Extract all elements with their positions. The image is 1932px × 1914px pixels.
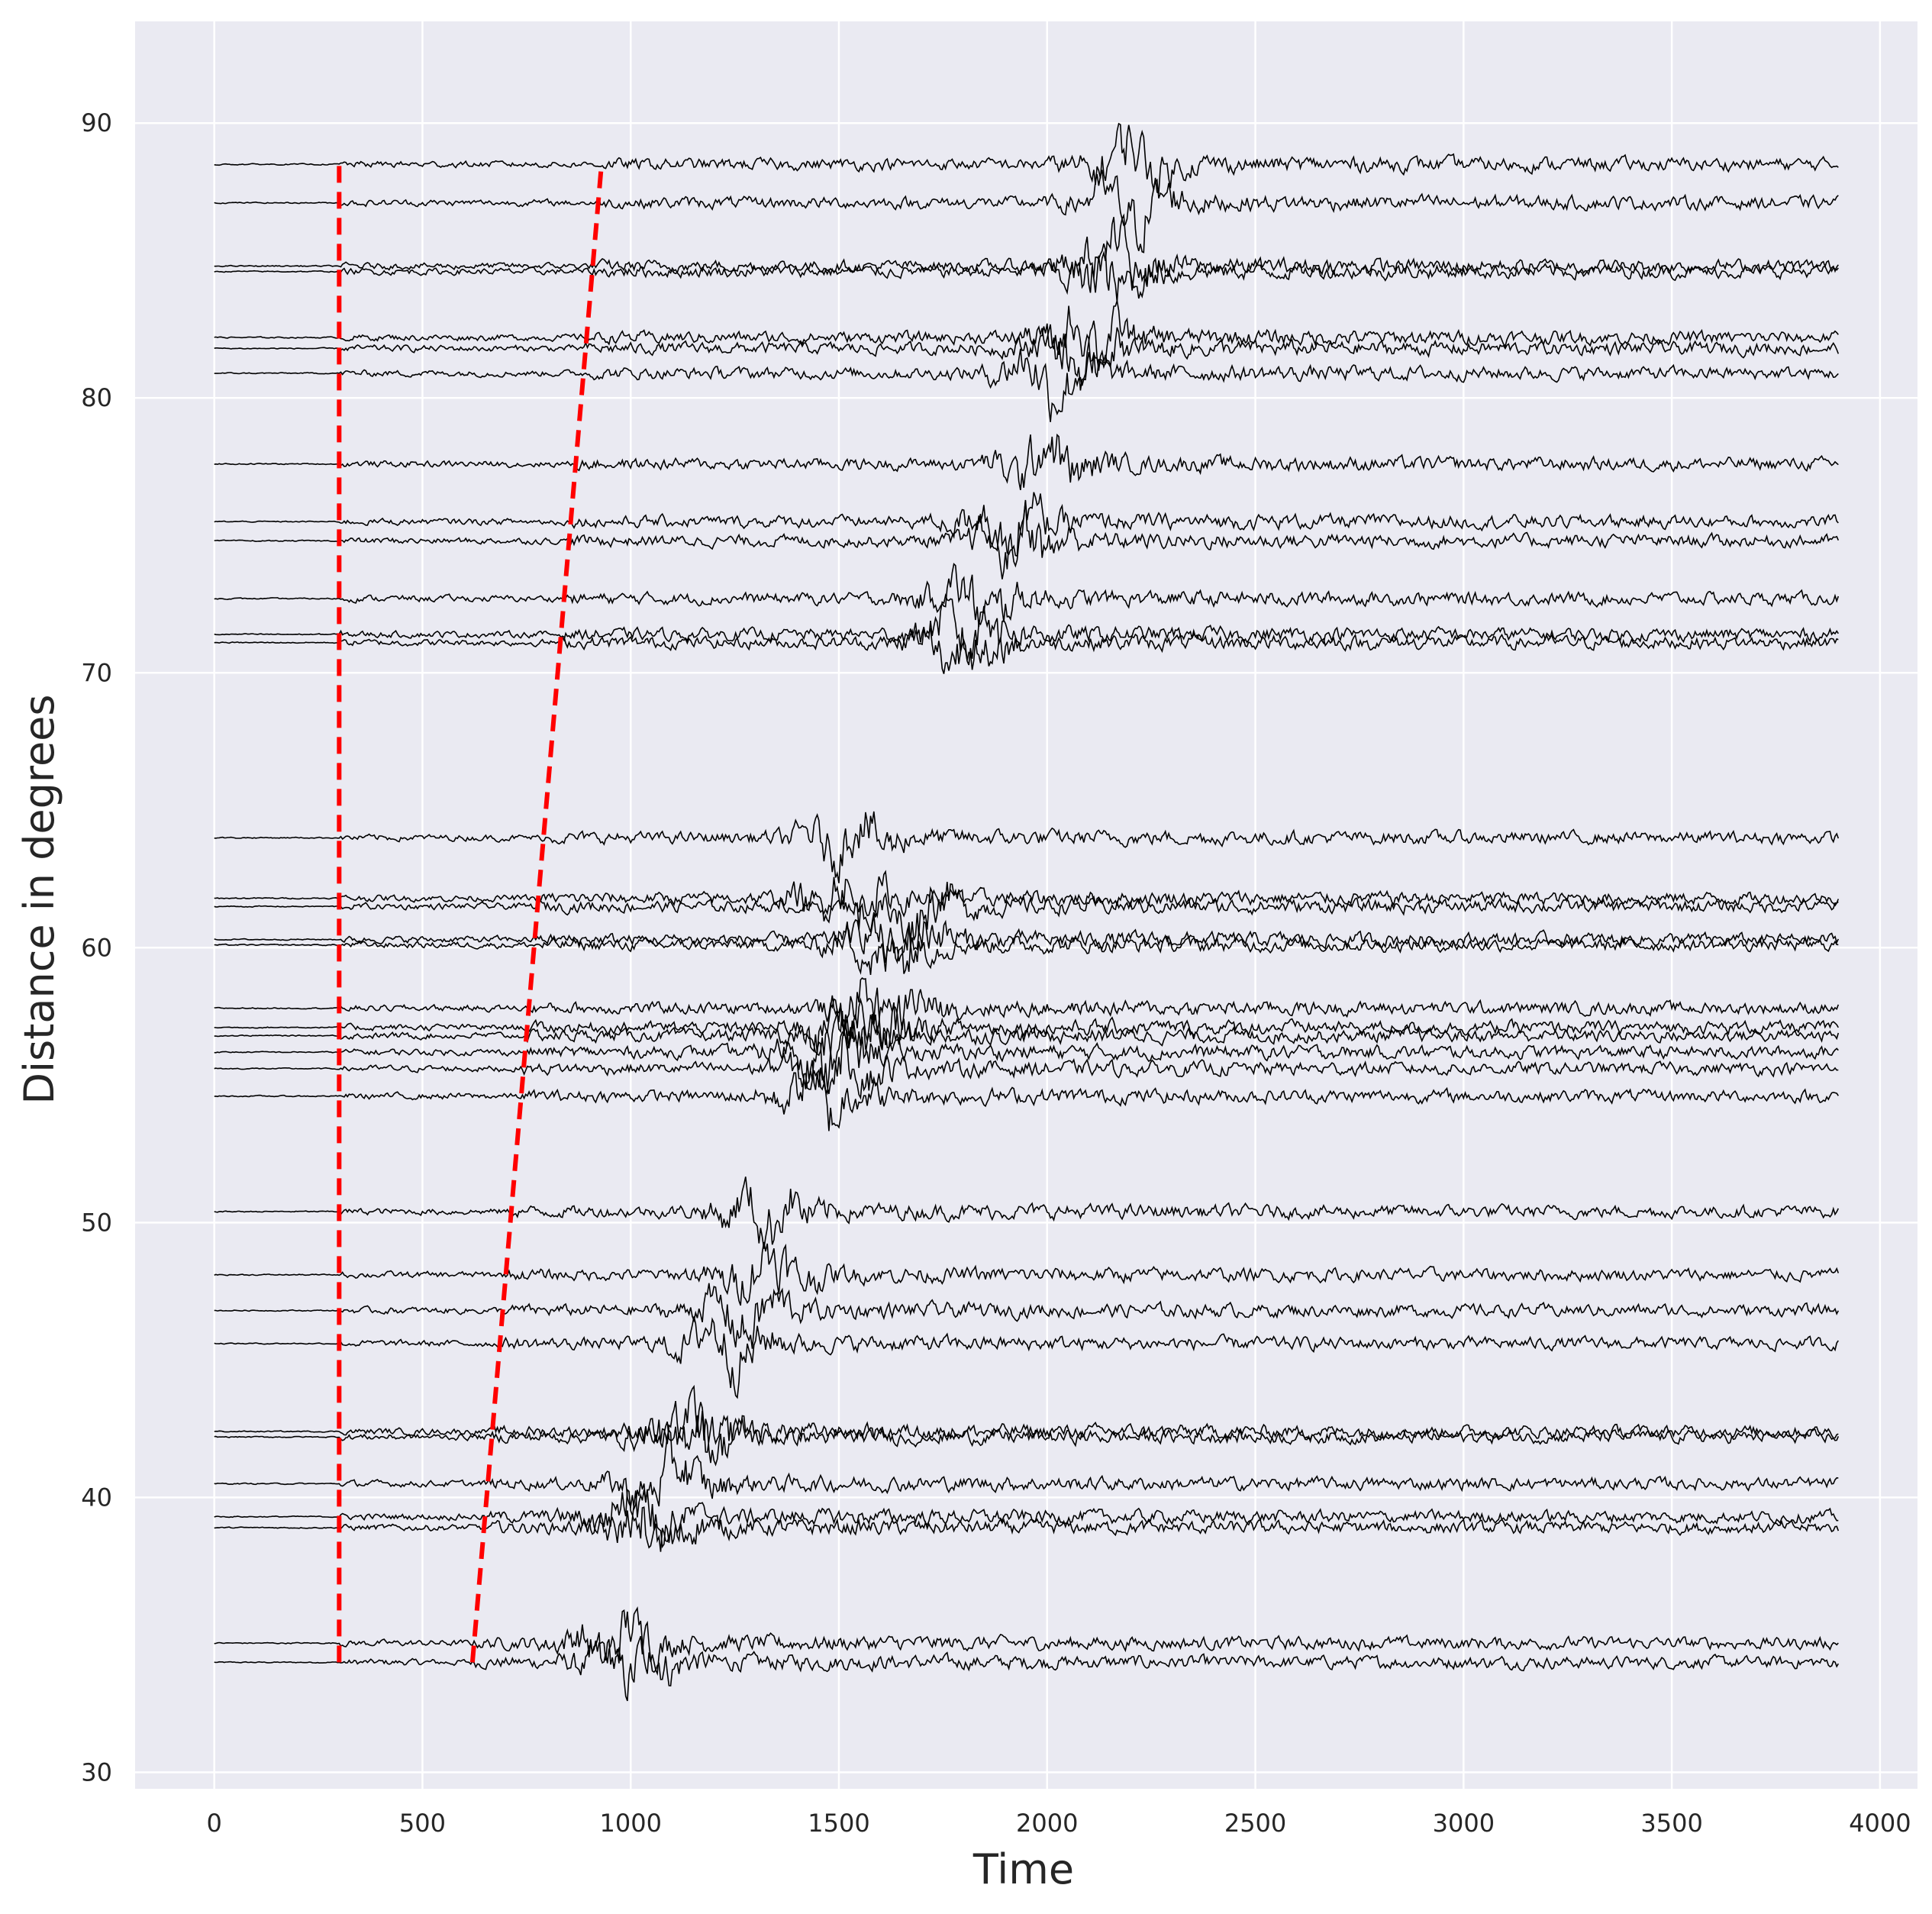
seismic-trace bbox=[214, 213, 1839, 299]
seismic-trace bbox=[214, 915, 1840, 974]
x-tick-label: 1000 bbox=[599, 1809, 661, 1838]
seismic-trace bbox=[214, 811, 1840, 883]
x-tick-label: 2500 bbox=[1224, 1809, 1286, 1838]
seismic-trace bbox=[214, 563, 1840, 628]
seismic-trace bbox=[214, 995, 1839, 1068]
grid-lines bbox=[135, 21, 1917, 1789]
y-axis-label: Distance in degrees bbox=[15, 694, 63, 1104]
seismic-trace bbox=[214, 492, 1839, 568]
seismic-trace bbox=[214, 921, 1839, 975]
x-tick-labels: 0 500 1000 1500 2000 2500 3000 3500 4000 bbox=[206, 1809, 1911, 1838]
x-axis-label: Time bbox=[972, 1845, 1074, 1893]
seismic-trace bbox=[214, 1606, 1839, 1676]
x-tick-label: 0 bbox=[206, 1809, 221, 1838]
seismic-trace bbox=[214, 1241, 1840, 1306]
seismic-trace bbox=[214, 592, 1839, 670]
seismic-trace bbox=[214, 169, 1839, 253]
seismic-trace bbox=[214, 320, 1840, 391]
seismic-trace bbox=[214, 1384, 1839, 1453]
plot-background bbox=[135, 21, 1917, 1789]
x-tick-label: 4000 bbox=[1849, 1809, 1911, 1838]
seismic-trace bbox=[214, 1620, 1839, 1702]
y-tick-label: 50 bbox=[81, 1208, 112, 1237]
seismic-trace bbox=[214, 870, 1840, 933]
y-tick-label: 60 bbox=[81, 933, 112, 962]
seismic-trace bbox=[214, 976, 1840, 1050]
x-tick-label: 3500 bbox=[1640, 1809, 1702, 1838]
seismic-trace bbox=[214, 1410, 1840, 1467]
y-tick-label: 90 bbox=[81, 108, 112, 137]
seismic-trace bbox=[214, 1020, 1839, 1094]
x-tick-label: 1500 bbox=[808, 1809, 869, 1838]
seismic-trace bbox=[214, 236, 1839, 302]
seismic-trace bbox=[214, 1428, 1839, 1512]
seismic-trace bbox=[214, 1283, 1840, 1349]
x-tick-label: 3000 bbox=[1433, 1809, 1495, 1838]
seismic-trace bbox=[214, 1068, 1839, 1131]
seismic-trace bbox=[214, 433, 1839, 491]
seismic-trace bbox=[214, 1017, 1839, 1100]
y-tick-label: 30 bbox=[81, 1757, 112, 1787]
seismic-trace bbox=[214, 300, 1839, 378]
seismic-trace bbox=[214, 997, 1840, 1057]
seismic-trace bbox=[214, 1176, 1840, 1249]
y-tick-label: 40 bbox=[81, 1483, 112, 1512]
y-tick-labels: 30 40 50 60 70 80 90 bbox=[81, 108, 112, 1787]
seismic-traces bbox=[214, 122, 1840, 1702]
seismic-trace bbox=[214, 348, 1839, 422]
y-tick-label: 70 bbox=[81, 658, 112, 687]
seismic-trace bbox=[214, 605, 1839, 674]
phase-arrival-lines bbox=[337, 163, 605, 1663]
x-tick-label: 2000 bbox=[1016, 1809, 1078, 1838]
seismic-trace bbox=[214, 122, 1839, 195]
x-tick-label: 500 bbox=[399, 1809, 446, 1838]
seismic-trace bbox=[214, 1316, 1839, 1399]
y-tick-label: 80 bbox=[81, 383, 112, 412]
phase-line-s bbox=[469, 163, 605, 1663]
